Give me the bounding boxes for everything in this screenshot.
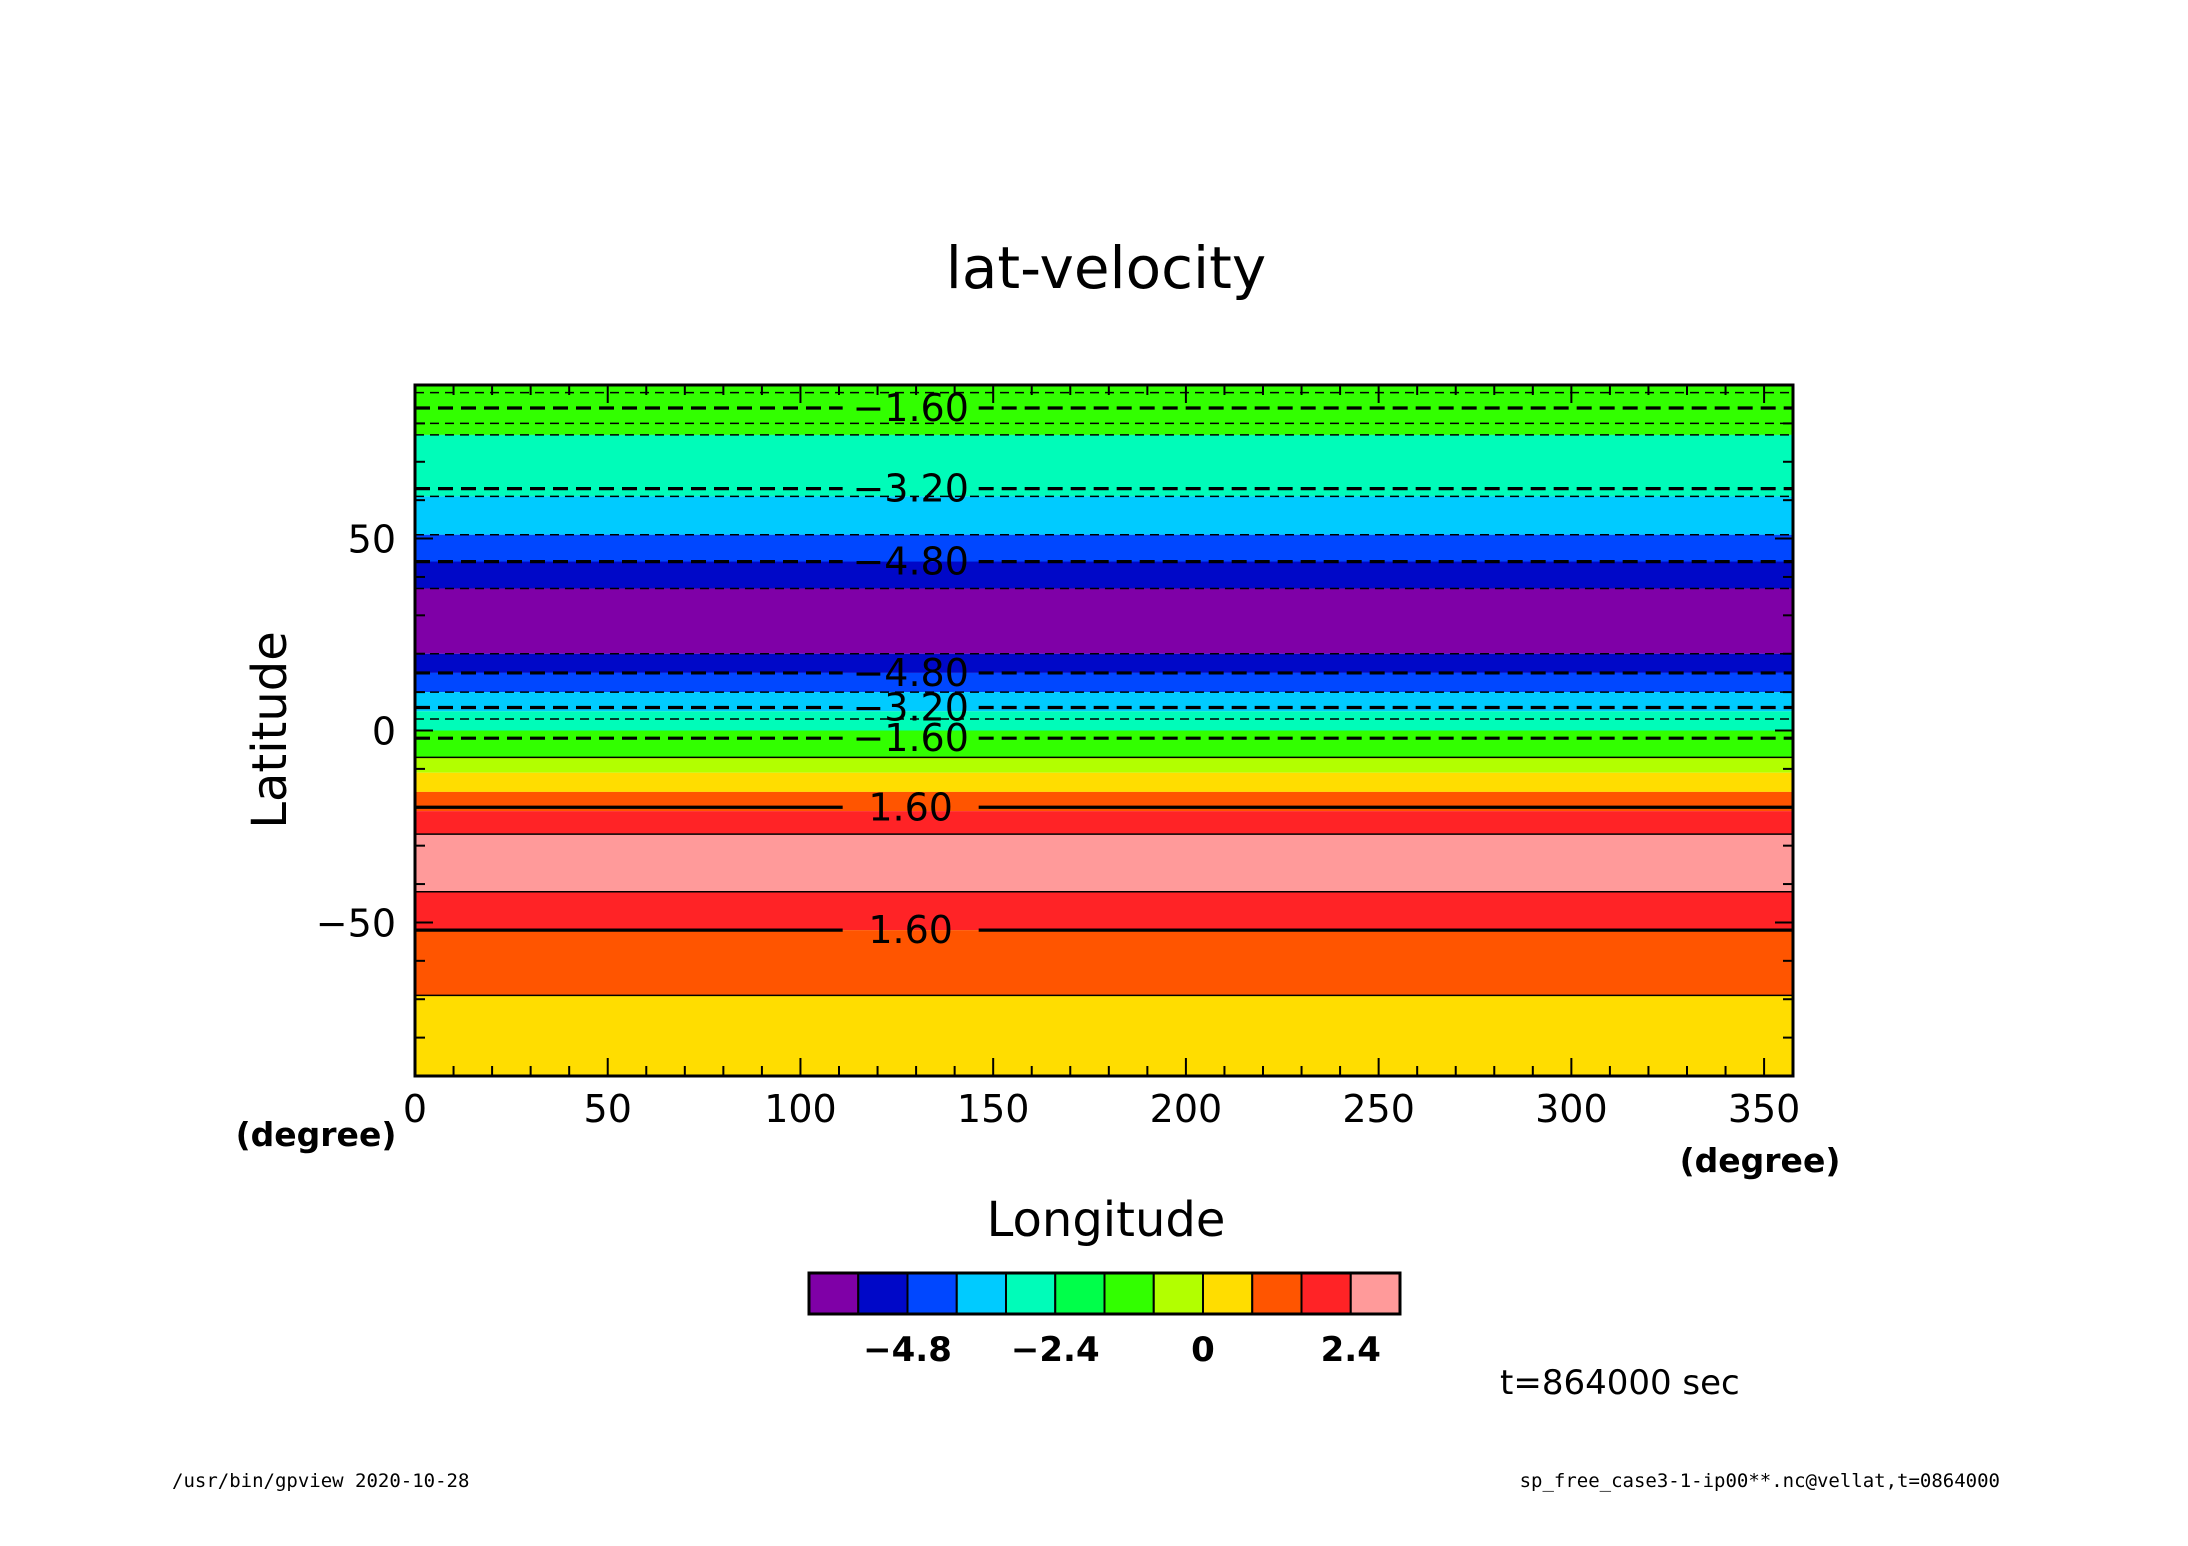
x-tick-label: 100 [764,1087,837,1131]
y-axis-unit: (degree) [236,1115,397,1154]
y-axis-label: Latitude [242,631,298,829]
y-tick-label: 0 [372,710,396,754]
axis-ticks [414,384,1793,1077]
x-tick-label: 350 [1728,1087,1801,1131]
colorbar-frame [807,1271,1402,1316]
colorbar-swatch [857,1272,909,1315]
colorbar-swatch [1202,1272,1254,1315]
colorbar-swatch [1103,1272,1155,1315]
contour-labels: −1.60−3.20−4.80−4.80−3.20−1.601.601.60 [852,386,968,952]
contour-label: −4.80 [852,540,968,584]
y-tick-labels: −50 0 50 [316,518,396,946]
band [415,757,1793,773]
contour-lines [415,391,1793,997]
contour-label: 1.60 [868,908,953,952]
band [415,672,1793,693]
contour-label: 1.60 [868,785,953,829]
y-tick-label: −50 [316,901,396,945]
x-tick-label: 250 [1342,1087,1415,1131]
x-tick-label: 300 [1535,1087,1608,1131]
colorbar [807,1271,1402,1316]
footer-left: /usr/bin/gpview 2020-10-28 [172,1470,470,1492]
contour-label: −3.20 [852,467,968,511]
x-axis-unit: (degree) [1680,1141,1841,1180]
band [415,711,1793,731]
colorbar-tick-label: −4.8 [863,1330,952,1370]
x-tick-label: 200 [1150,1087,1223,1131]
band [415,496,1793,535]
colorbar-swatch [1005,1272,1057,1315]
band [415,811,1793,835]
time-label: t=864000 sec [1500,1363,1740,1403]
band [415,930,1793,996]
band [415,772,1793,792]
chart-title: lat-velocity [946,234,1266,302]
band [415,561,1793,589]
contour-label: −1.60 [852,386,968,430]
x-tick-label: 50 [584,1087,632,1131]
band [415,891,1793,931]
band [415,730,1793,758]
contour-label: −3.20 [852,685,968,729]
colorbar-swatch [1349,1272,1401,1315]
band [415,434,1793,497]
band [415,653,1793,673]
y-tick-label: 50 [348,518,396,562]
colorbar-swatch [1054,1272,1106,1315]
colorbar-swatch [1300,1272,1352,1315]
colorbar-tick-labels: −4.8 −2.4 0 2.4 [863,1330,1381,1370]
colorbar-swatch [1152,1272,1204,1315]
x-tick-labels: 0 50 100 150 200 250 300 350 [403,1087,1800,1131]
colorbar-swatch [906,1272,958,1315]
colorbar-swatch [808,1272,860,1315]
x-tick-label: 150 [957,1087,1030,1131]
contour-label: −1.60 [852,716,968,760]
colorbar-tick-label: −2.4 [1011,1330,1100,1370]
band [415,588,1793,654]
x-tick-label: 0 [403,1087,427,1131]
colorbar-tick-label: 0 [1191,1330,1215,1370]
contour-label: −4.80 [852,651,968,695]
colorbar-tick-label: 2.4 [1321,1330,1381,1370]
colorbar-swatch [1251,1272,1303,1315]
footer-right: sp_free_case3-1-ip00**.nc@vellat,t=08640… [1519,1470,2000,1492]
x-axis-label: Longitude [987,1192,1226,1248]
band [415,995,1793,1076]
band [415,834,1793,892]
colorbar-swatch [955,1272,1007,1315]
